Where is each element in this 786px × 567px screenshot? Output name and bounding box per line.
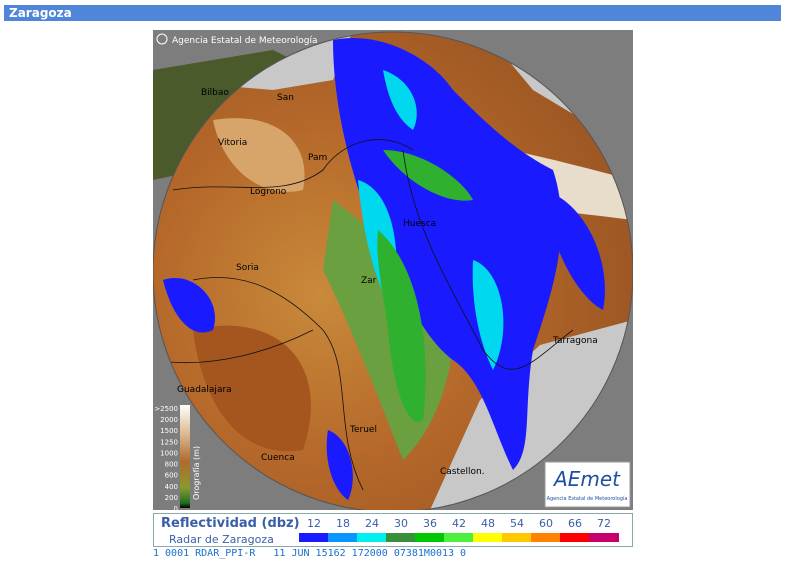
orography-tick: 2000 [160, 416, 178, 424]
city-label: Zar [361, 276, 377, 286]
copyright: Agencia Estatal de Meteorología [172, 36, 318, 46]
scale-label: 24 [365, 517, 379, 530]
scale-swatch [589, 533, 619, 542]
scale-label: 54 [510, 517, 524, 530]
logo-name: AEmet [552, 467, 621, 491]
legend-title: Reflectividad (dbz) [161, 516, 300, 531]
scale-swatch [415, 533, 445, 542]
scale-label: 36 [423, 517, 437, 530]
orography-tick: 400 [165, 483, 178, 491]
logo-subtitle: Agencia Estatal de Meteorología [547, 495, 628, 502]
scale-label: 60 [539, 517, 553, 530]
orography-tick: 200 [165, 494, 178, 502]
city-label: Castellon. [440, 467, 485, 477]
orography-tick: 1500 [160, 427, 178, 435]
scale-swatch [386, 533, 416, 542]
city-label: Tarragona [552, 336, 598, 346]
city-label: Guadalajara [177, 385, 232, 395]
radar-map: Agencia Estatal de Meteorología Bilbao S… [153, 30, 633, 510]
status-line: 1 0001 RDAR_PPI-R 11 JUN 15162 172000 07… [153, 548, 467, 559]
city-label: Huesca [403, 219, 436, 229]
city-label: Vitoria [218, 138, 247, 148]
scale-swatch [299, 533, 329, 542]
scale-label: 12 [307, 517, 321, 530]
orography-tick: 800 [165, 461, 178, 469]
scale-swatch [502, 533, 532, 542]
scale-swatch [473, 533, 503, 542]
orography-tick: >2500 [154, 405, 178, 413]
scale-label: 66 [568, 517, 582, 530]
legend-subtitle: Radar de Zaragoza [169, 533, 274, 546]
scale-swatch [357, 533, 387, 542]
orography-title: Orografía (m) [192, 446, 201, 500]
orography-tick: 1250 [160, 438, 178, 446]
city-label: Bilbao [201, 88, 229, 98]
orography-tick: 1000 [160, 449, 178, 457]
scale-label: 42 [452, 517, 466, 530]
scale-label: 48 [481, 517, 495, 530]
city-label: Cuenca [261, 453, 295, 463]
city-label: San [277, 93, 294, 103]
scale-swatch [531, 533, 561, 542]
header-title: Zaragoza [9, 6, 72, 20]
orography-tick: 0 [174, 505, 178, 510]
orography-tick: 600 [165, 472, 178, 480]
logo-box [544, 461, 631, 508]
scale-label: 72 [597, 517, 611, 530]
orography-bar [180, 405, 190, 508]
scale-swatch [444, 533, 474, 542]
city-label: Pam [308, 153, 327, 163]
header-bar: Zaragoza [4, 5, 781, 21]
scale-swatch [328, 533, 358, 542]
city-label: Logrono [250, 187, 287, 197]
scale-label: 18 [336, 517, 350, 530]
scale-label: 30 [394, 517, 408, 530]
city-label: Soria [236, 263, 259, 273]
city-label: Teruel [349, 425, 377, 435]
legend: Reflectividad (dbz) Radar de Zaragoza 12… [153, 513, 633, 547]
scale-swatch [560, 533, 590, 542]
radar-area [153, 32, 633, 510]
